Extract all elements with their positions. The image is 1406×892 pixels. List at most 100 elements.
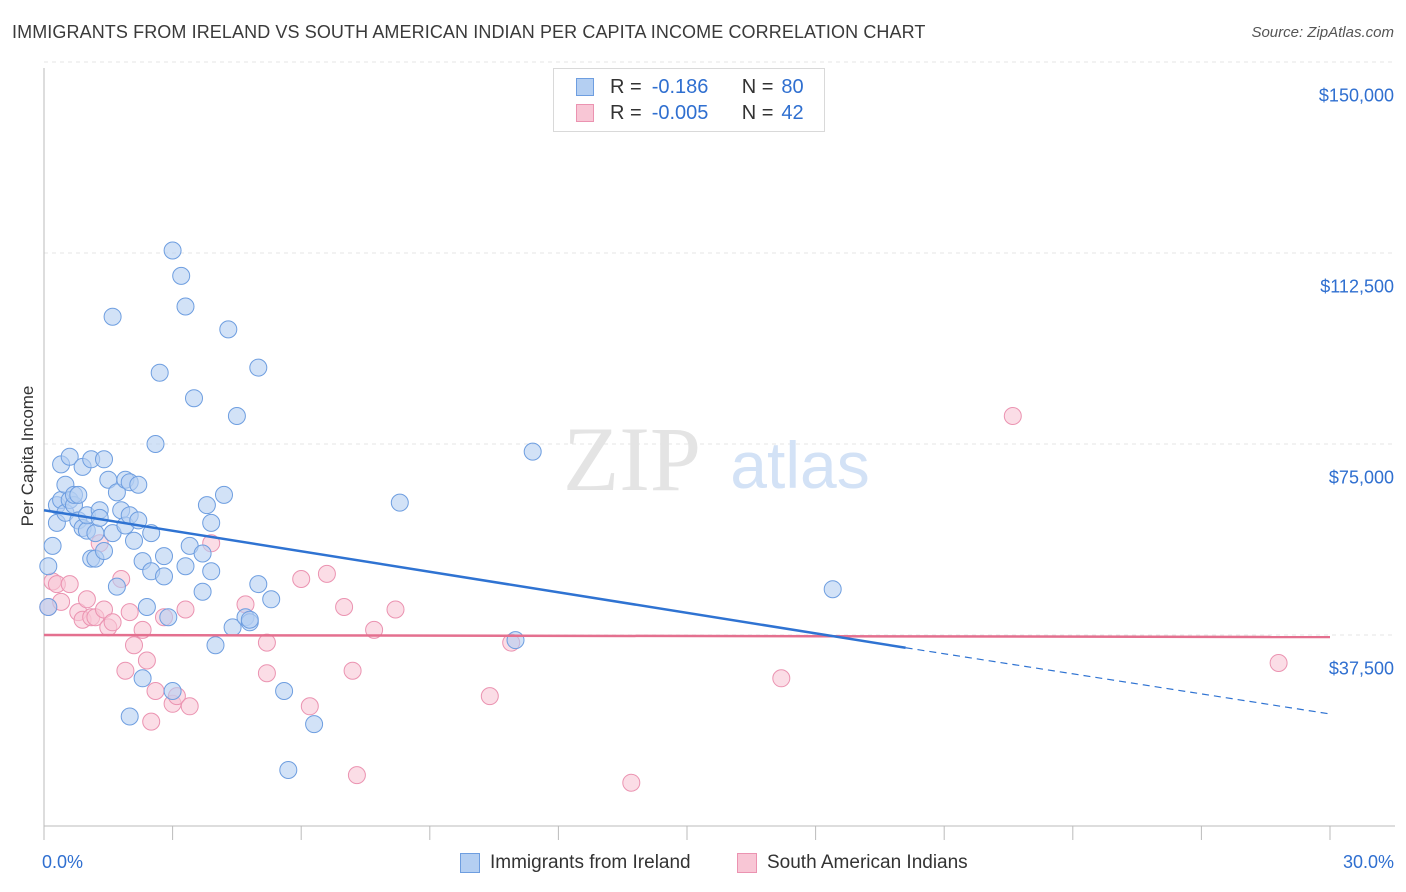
data-point-immigrants-from-ireland <box>823 580 842 599</box>
bottom-legend-label-south-american-indians: South American Indians <box>767 852 968 873</box>
data-point-immigrants-from-ireland <box>86 524 105 543</box>
legend-n-value: 80 <box>781 75 804 98</box>
data-point-immigrants-from-ireland <box>69 485 88 504</box>
data-point-immigrants-from-ireland <box>103 307 122 326</box>
data-point-immigrants-from-ireland <box>146 435 165 453</box>
data-point-immigrants-from-ireland <box>95 542 113 560</box>
data-point-immigrants-from-ireland <box>193 582 212 601</box>
watermark-zip: ZIP <box>563 408 701 510</box>
x-tick-label-max: 30.0% <box>1342 852 1394 872</box>
data-point-immigrants-from-ireland <box>193 544 212 563</box>
legend-row-south-american-indians: R = -0.005 N = 42 <box>576 101 804 125</box>
data-point-south-american-indians <box>622 773 641 792</box>
y-tick-label: $37,500 <box>1328 658 1394 679</box>
legend-r-value: -0.005 <box>651 101 709 124</box>
data-point-immigrants-from-ireland <box>215 485 233 504</box>
data-point-immigrants-from-ireland <box>155 567 173 586</box>
watermark-atlas: atlas <box>730 428 869 502</box>
trend-line-immigrants-from-ireland <box>43 508 906 649</box>
y-tick-label: $150,000 <box>1318 85 1394 106</box>
chart-title: IMMIGRANTS FROM IRELAND VS SOUTH AMERICA… <box>12 22 926 42</box>
y-axis-label: Per Capita Income <box>18 385 37 527</box>
y-tick-label: $112,500 <box>1320 276 1394 297</box>
data-point-immigrants-from-ireland <box>39 557 58 576</box>
data-point-south-american-indians <box>300 697 319 716</box>
data-point-immigrants-from-ireland <box>155 547 173 566</box>
data-point-south-american-indians <box>317 564 336 583</box>
data-point-immigrants-from-ireland <box>39 598 58 616</box>
data-point-immigrants-from-ireland <box>163 682 182 700</box>
data-point-immigrants-from-ireland <box>133 669 152 688</box>
bottom-legend-label-ireland: Immigrants from Ireland <box>490 852 691 873</box>
data-point-immigrants-from-ireland <box>227 407 246 425</box>
data-point-south-american-indians <box>292 570 311 588</box>
data-point-south-american-indians <box>480 687 499 706</box>
axes <box>43 68 1395 840</box>
data-point-immigrants-from-ireland <box>129 475 148 494</box>
data-point-immigrants-from-ireland <box>120 707 139 726</box>
data-point-immigrants-from-ireland <box>206 636 225 655</box>
data-point-south-american-indians <box>1003 407 1022 425</box>
data-point-immigrants-from-ireland <box>523 442 542 461</box>
data-point-south-american-indians <box>343 661 362 680</box>
data-point-south-american-indians <box>120 603 139 622</box>
data-point-immigrants-from-ireland <box>279 761 298 779</box>
data-point-south-american-indians <box>137 651 156 670</box>
series-immigrants-from-ireland <box>39 241 842 779</box>
data-point-immigrants-from-ireland <box>95 450 113 469</box>
data-point-south-american-indians <box>125 636 143 655</box>
data-point-immigrants-from-ireland <box>305 715 324 734</box>
data-point-south-american-indians <box>116 661 135 680</box>
data-point-immigrants-from-ireland <box>249 575 268 594</box>
data-point-immigrants-from-ireland <box>163 241 182 260</box>
bottom-legend-south-american-indians: South American Indians <box>737 852 968 874</box>
data-point-immigrants-from-ireland <box>262 590 281 609</box>
data-point-immigrants-from-ireland <box>390 493 409 512</box>
data-point-south-american-indians <box>1269 654 1288 672</box>
data-point-immigrants-from-ireland <box>159 608 178 627</box>
data-point-immigrants-from-ireland <box>249 358 268 377</box>
x-tick-label-min: 0.0% <box>42 852 84 872</box>
data-point-south-american-indians <box>95 600 113 619</box>
data-point-south-american-indians <box>257 633 276 652</box>
data-point-south-american-indians <box>142 712 161 731</box>
data-point-immigrants-from-ireland <box>150 363 169 382</box>
data-point-immigrants-from-ireland <box>240 610 259 629</box>
data-point-south-american-indians <box>60 575 79 594</box>
data-point-immigrants-from-ireland <box>107 577 126 596</box>
data-point-immigrants-from-ireland <box>172 266 191 285</box>
legend-n-value: 42 <box>781 101 804 124</box>
legend-n-label: N = <box>741 75 774 98</box>
gridlines <box>44 61 1395 636</box>
legend-swatch-south-american-indians <box>576 104 594 122</box>
data-point-south-american-indians <box>772 669 791 688</box>
legend-n-label: N = <box>741 101 774 124</box>
legend-row-ireland: R = -0.186 N = 80 <box>576 75 804 99</box>
data-point-immigrants-from-ireland <box>60 447 79 466</box>
legend-r-value: -0.186 <box>651 75 709 98</box>
data-point-south-american-indians <box>176 600 195 619</box>
data-point-immigrants-from-ireland <box>176 557 195 576</box>
data-point-immigrants-from-ireland <box>137 598 156 616</box>
data-point-immigrants-from-ireland <box>185 389 203 408</box>
data-point-immigrants-from-ireland <box>219 320 238 339</box>
bottom-legend-swatch-south-american-indians <box>737 853 757 873</box>
data-point-immigrants-from-ireland <box>107 483 126 502</box>
legend-swatch-ireland <box>576 78 594 96</box>
data-point-immigrants-from-ireland <box>275 682 294 700</box>
chart-source: Source: ZipAtlas.com <box>1251 24 1394 41</box>
y-tick-label: $75,000 <box>1328 467 1394 488</box>
trend-line-extension-immigrants-from-ireland <box>905 647 1331 715</box>
legend-r-label: R = <box>610 101 642 124</box>
bottom-legend-swatch-ireland <box>460 853 480 873</box>
data-point-south-american-indians <box>347 766 366 785</box>
data-point-immigrants-from-ireland <box>125 531 143 550</box>
data-point-immigrants-from-ireland <box>197 496 216 515</box>
trend-line-south-american-indians <box>43 633 1331 639</box>
legend-r-label: R = <box>610 75 642 98</box>
data-point-immigrants-from-ireland <box>506 631 525 650</box>
data-point-immigrants-from-ireland <box>43 536 62 555</box>
data-point-south-american-indians <box>103 613 122 632</box>
bottom-legend-ireland: Immigrants from Ireland <box>460 852 691 874</box>
